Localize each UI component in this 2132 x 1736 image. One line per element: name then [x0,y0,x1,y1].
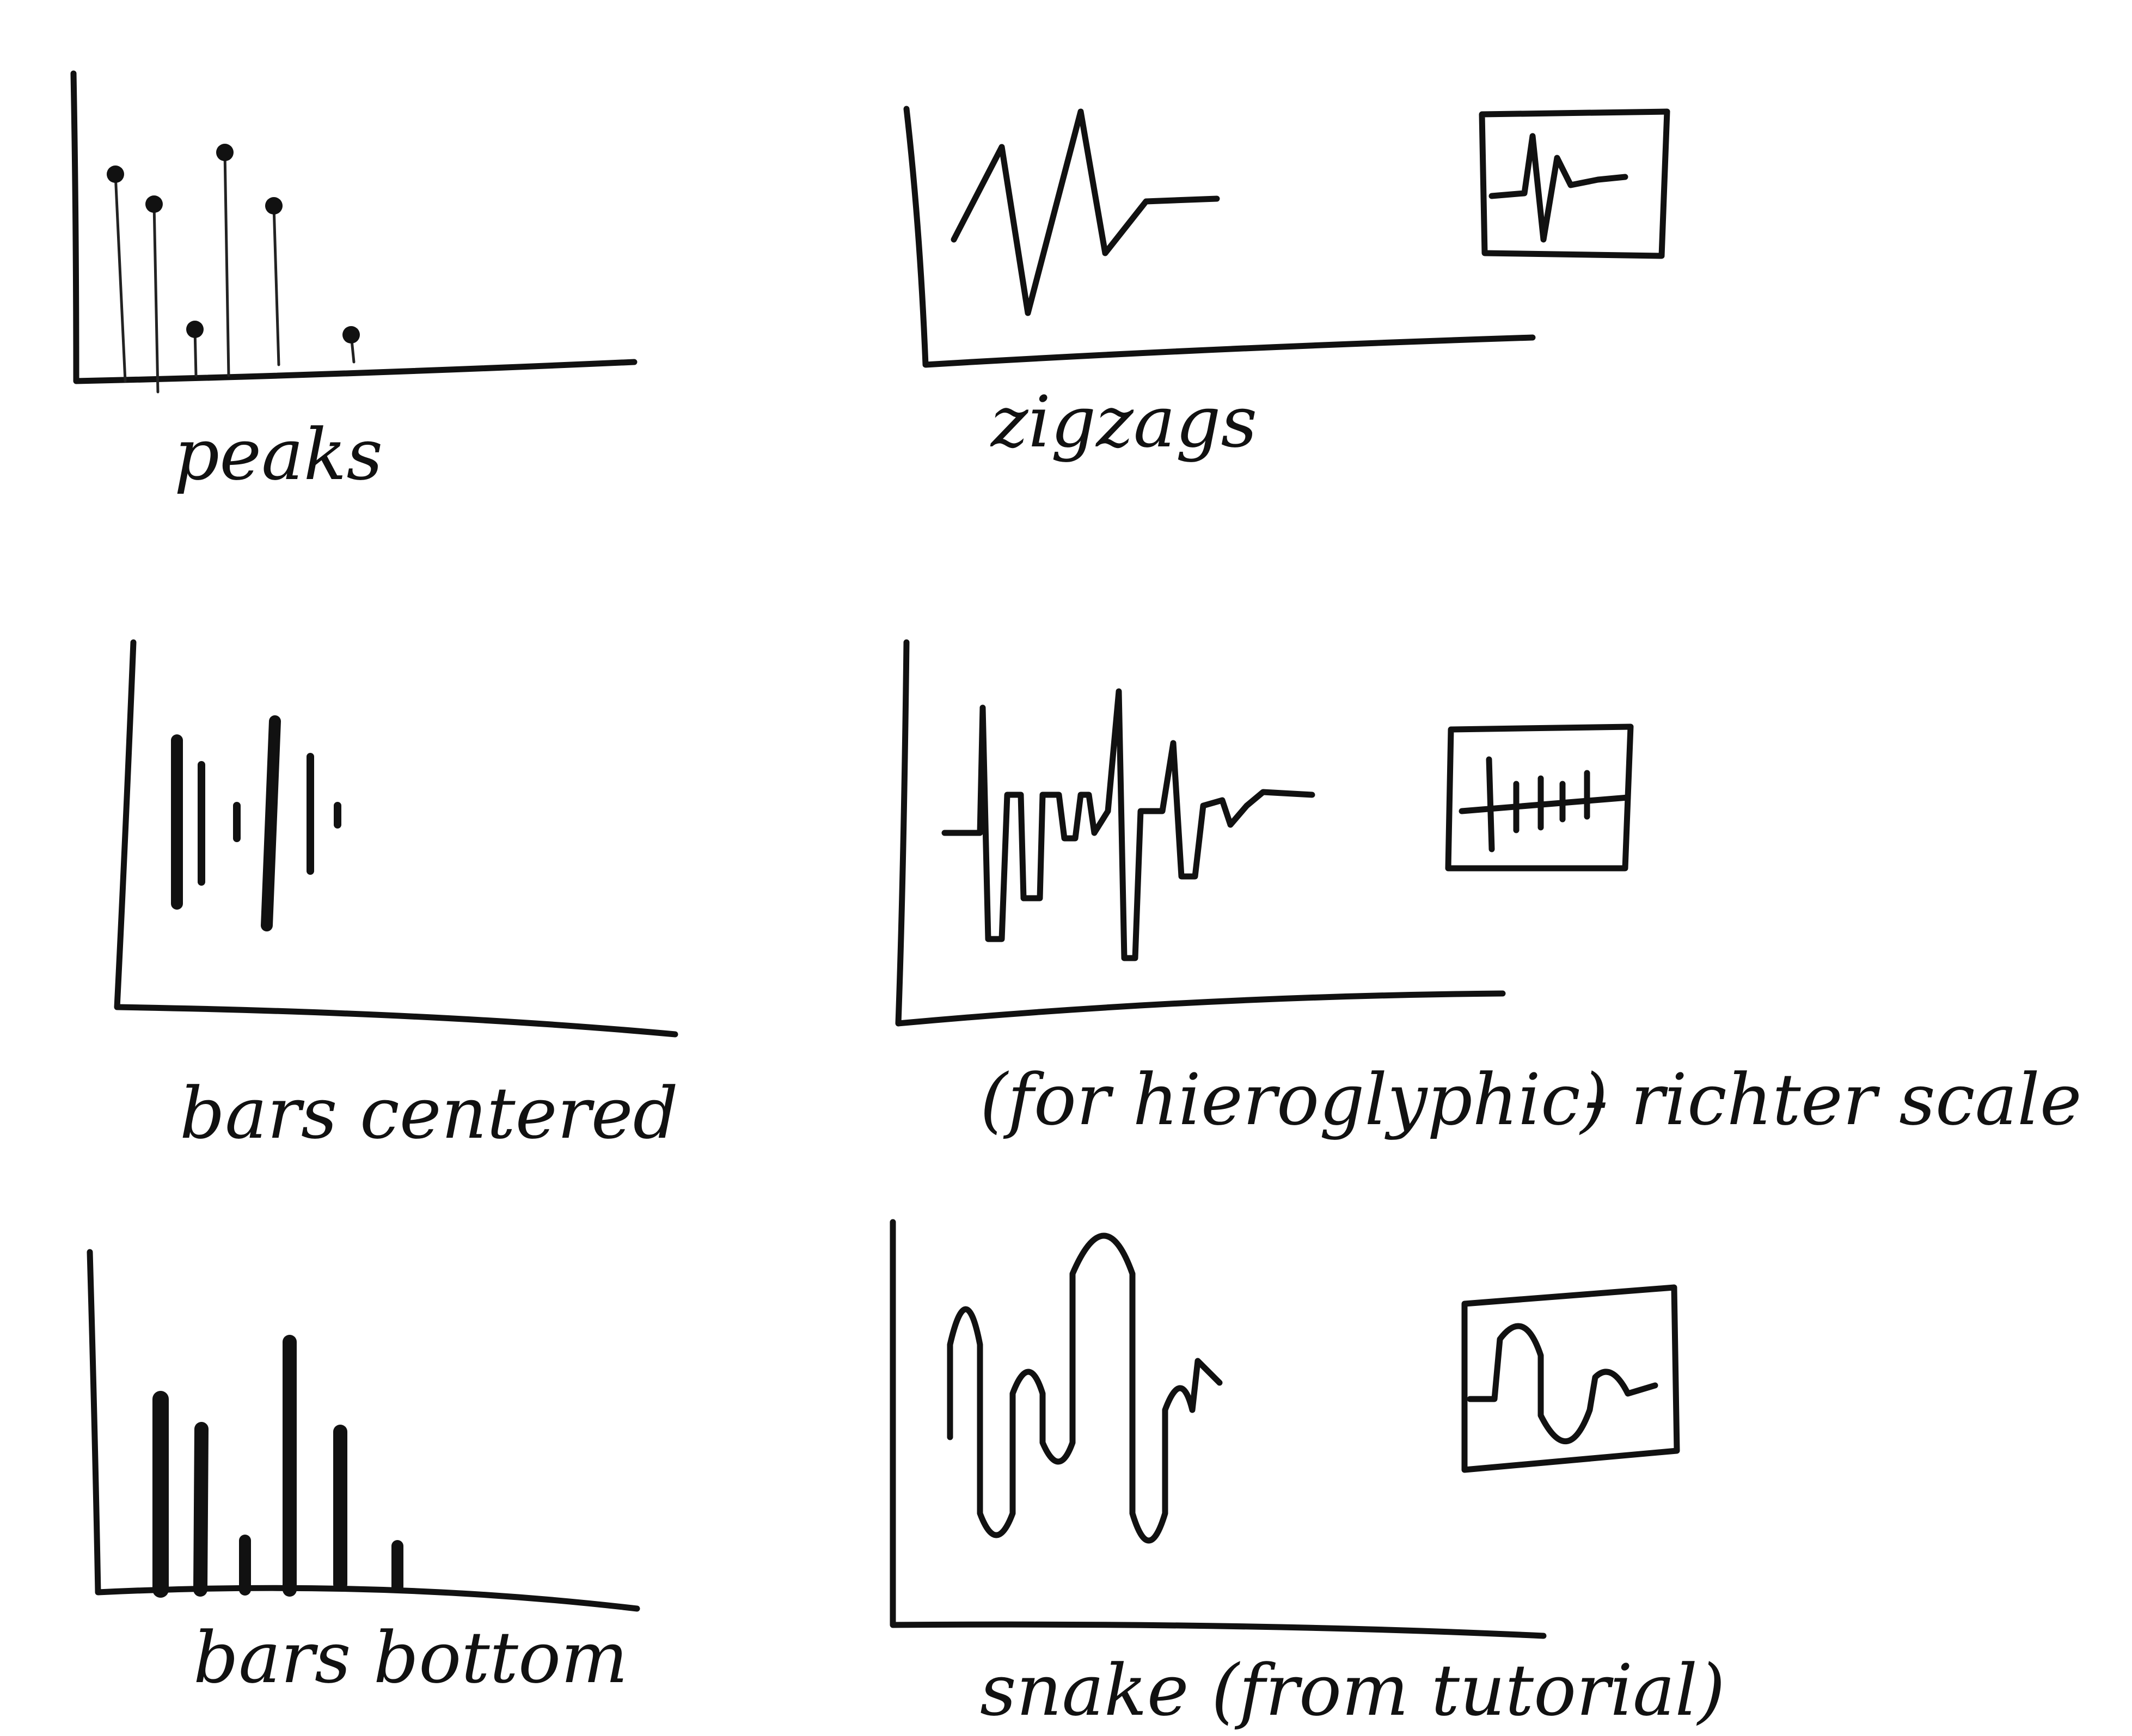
zigzags-caption: zigzags [990,381,1257,463]
bars-centered-caption: bars centered [180,1072,678,1155]
centered-bar [261,715,281,931]
richter-thumbnail [1445,723,1634,872]
peak-marker [216,144,234,161]
snake-thumbnail-frame [1461,1284,1680,1473]
peaks-markers [107,144,360,343]
richter-axes [895,639,1506,1027]
peak-marker [107,165,124,183]
bars-bottom-sketch: bars bottom [87,1249,640,1699]
zigzags-line [951,108,1220,316]
peaks-sketch: peaks [70,70,638,496]
peaks-axes [70,70,638,384]
zigzags-thumbnail [1479,108,1670,259]
peak-marker [342,326,360,343]
bars-bottom-axes [87,1249,640,1612]
zigzags-thumbnail-frame [1479,108,1670,259]
zigzags-sketch: zigzags [903,106,1670,463]
snake-thumbnail-line [1467,1323,1658,1444]
bars-centered-bars [171,715,341,931]
richter-caption: (for hieroglyphic) [980,1058,1608,1141]
snake-sketch: snake (from tutorial) [890,1219,1725,1732]
richter-thumbnail-ticks [1486,756,1590,852]
richter-thumbnail-line [1459,794,1631,814]
peak-marker [145,195,163,213]
snake-axes [890,1219,1547,1639]
snake-caption: snake (from tutorial) [980,1649,1725,1732]
richter-thumbnail-frame [1445,723,1634,872]
richter-waveform [941,688,1315,961]
peak-marker [186,321,204,338]
zigzags-thumbnail-line [1488,133,1628,243]
peaks-stems [114,151,356,394]
zigzags-axes [903,106,1536,368]
richter-scale-note: - richter scale [1584,1058,2082,1141]
bottom-bar [193,1422,209,1597]
peak-marker [265,197,283,214]
bars-centered-axes [114,639,678,1038]
richter-sketch: (for hieroglyphic) - richter scale [895,639,2082,1141]
peaks-caption: peaks [174,413,383,496]
snake-thumbnail [1461,1284,1680,1473]
bars-bottom-caption: bars bottom [193,1616,628,1699]
bars-centered-sketch: bars centered [114,639,678,1155]
bars-bottom-bars [152,1335,403,1598]
snake-line [947,1232,1223,1544]
